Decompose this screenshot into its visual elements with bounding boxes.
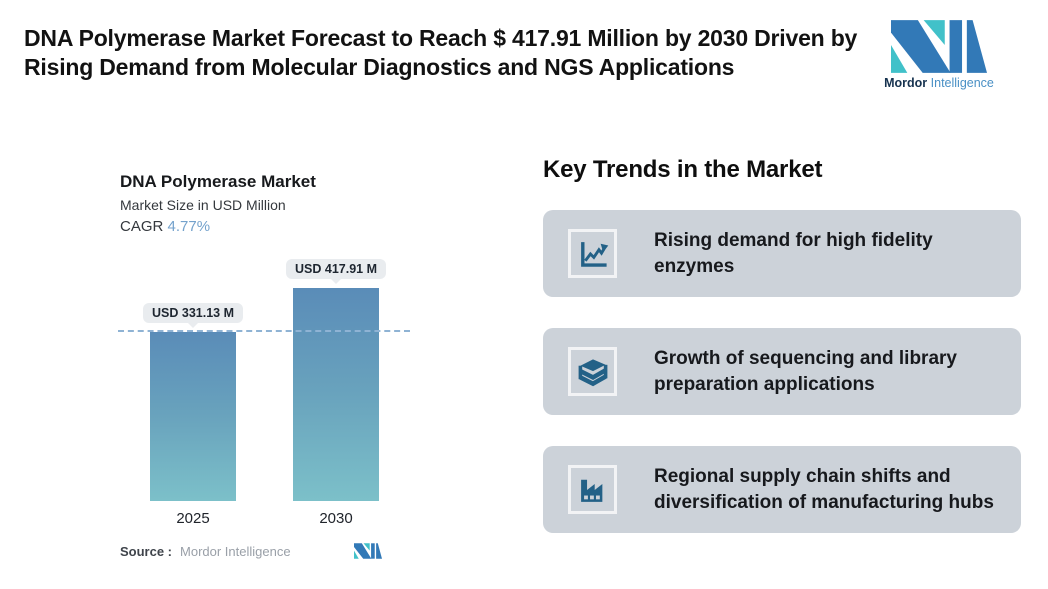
bar-value-label: USD 417.91 M: [286, 259, 386, 279]
chart-cagr-line: CAGR 4.77%: [120, 218, 412, 235]
x-axis-label: 2030: [319, 510, 353, 527]
page-title: DNA Polymerase Market Forecast to Reach …: [24, 25, 858, 80]
trend-icon-box: [568, 465, 617, 514]
books-stack-icon: [578, 358, 607, 386]
source-value: Mordor Intelligence: [180, 543, 291, 559]
trend-text: Rising demand for high fidelity enzymes: [654, 229, 933, 277]
trend-card-supply-chain: Regional supply chain shifts and diversi…: [543, 446, 1021, 533]
bar-chart-plot: USD 331.13 M 2025 USD 417.91 M 2030: [118, 241, 412, 527]
key-trends-section: Key Trends in the Market Rising demand f…: [543, 156, 1021, 533]
reference-dashed-line: [118, 330, 410, 332]
cagr-value: 4.77%: [167, 218, 211, 235]
trend-icon-box: [568, 229, 617, 278]
brand-name-bold: Mordor: [884, 76, 928, 90]
mini-logo-icon: [354, 543, 382, 559]
line-chart-icon: [580, 241, 608, 267]
brand-logo: Mordor Intelligence: [876, 20, 1002, 90]
mordor-logo-icon: [891, 20, 987, 73]
factory-icon: [580, 479, 602, 502]
trend-card-sequencing: Growth of sequencing and library prepara…: [543, 328, 1021, 415]
x-axis-label: 2025: [176, 510, 210, 527]
market-chart-section: DNA Polymerase Market Market Size in USD…: [118, 172, 412, 559]
chart-subtitle: Market Size in USD Million: [120, 197, 286, 213]
source-row: Source : Mordor Intelligence: [120, 543, 412, 559]
trend-card-high-fidelity: Rising demand for high fidelity enzymes: [543, 210, 1021, 297]
bar-group-2030: USD 417.91 M 2030: [286, 241, 386, 527]
trend-text: Regional supply chain shifts and diversi…: [654, 465, 994, 513]
source-label: Source :: [120, 543, 173, 559]
trend-text: Growth of sequencing and library prepara…: [654, 347, 957, 395]
cagr-label: CAGR: [120, 218, 164, 235]
bar-value-label: USD 331.13 M: [143, 303, 243, 323]
chart-title: DNA Polymerase Market: [120, 172, 316, 191]
key-trends-heading: Key Trends in the Market: [543, 156, 823, 183]
bar-2025: [150, 332, 236, 501]
brand-name: Mordor Intelligence: [876, 76, 1002, 90]
brand-name-light: Intelligence: [930, 76, 994, 90]
bar-group-2025: USD 331.13 M 2025: [143, 241, 243, 527]
bar-2030: [293, 288, 379, 501]
trend-icon-box: [568, 347, 617, 396]
